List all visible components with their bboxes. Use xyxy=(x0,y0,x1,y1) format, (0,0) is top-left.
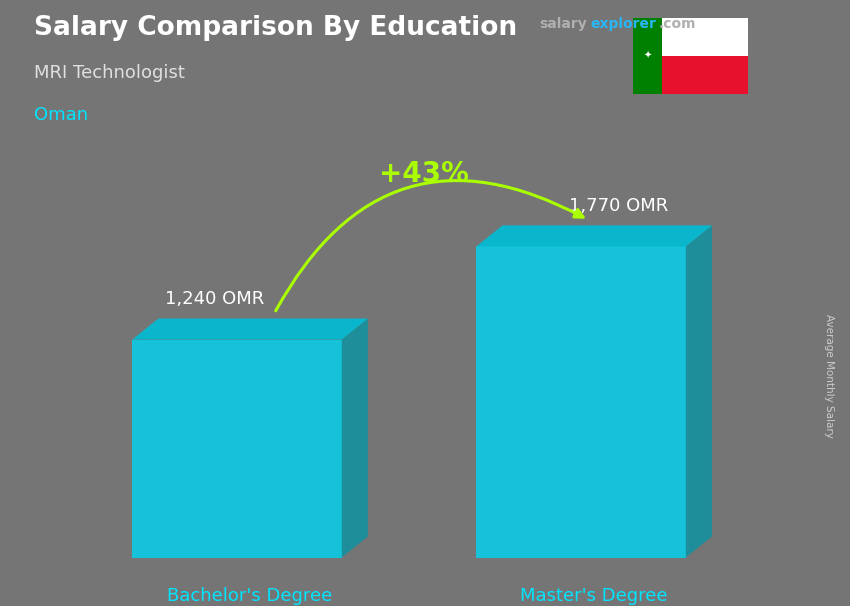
Polygon shape xyxy=(476,247,686,558)
Text: 1,240 OMR: 1,240 OMR xyxy=(165,290,264,308)
Polygon shape xyxy=(133,339,342,558)
Text: MRI Technologist: MRI Technologist xyxy=(34,64,184,82)
Text: Salary Comparison By Education: Salary Comparison By Education xyxy=(34,15,517,41)
Text: explorer: explorer xyxy=(591,17,656,31)
Text: .com: .com xyxy=(659,17,696,31)
Text: Master's Degree: Master's Degree xyxy=(520,587,668,605)
Text: 1,770 OMR: 1,770 OMR xyxy=(569,197,668,215)
Text: Average Monthly Salary: Average Monthly Salary xyxy=(824,314,834,438)
Polygon shape xyxy=(342,319,368,558)
Polygon shape xyxy=(476,225,712,247)
Text: +43%: +43% xyxy=(379,161,469,188)
Bar xyxy=(633,18,748,56)
Bar xyxy=(633,56,748,94)
Polygon shape xyxy=(686,225,712,558)
Text: Oman: Oman xyxy=(34,106,88,124)
Text: Bachelor's Degree: Bachelor's Degree xyxy=(167,587,332,605)
Bar xyxy=(633,18,662,94)
Text: ✦: ✦ xyxy=(643,51,652,61)
Polygon shape xyxy=(133,319,368,339)
Text: salary: salary xyxy=(540,17,587,31)
